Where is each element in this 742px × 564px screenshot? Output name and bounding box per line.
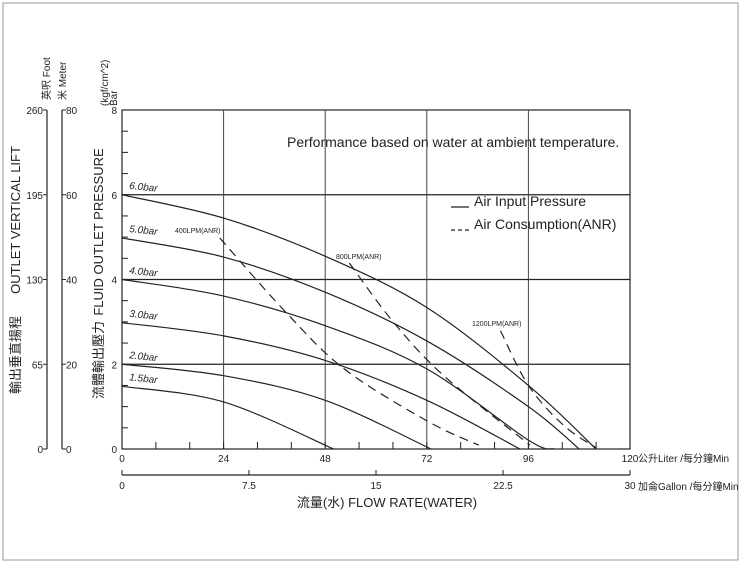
series-line-4-0bar	[121, 278, 554, 450]
series-line-400lpm-anr-	[219, 237, 480, 446]
x-tick-label: 72	[421, 454, 433, 465]
foot-tick-label: 195	[26, 191, 43, 202]
gallon-unit-label: 加侖Gallon /每分鐘Min	[638, 480, 739, 493]
gallon-tick-label: 30	[624, 481, 636, 492]
legend-label: Air Consumption(ANR)	[474, 216, 616, 232]
meter-tick-label: 80	[66, 106, 78, 117]
pressure-unit-label: (kgf/cm^2)	[100, 60, 111, 106]
foot-tick-label: 130	[26, 276, 43, 287]
meter-tick-label: 20	[66, 360, 78, 371]
series-label: 3.0bar	[129, 309, 159, 323]
x-tick-label: 120	[622, 454, 639, 465]
gallon-tick-label: 22.5	[493, 481, 513, 492]
meter-unit-label: 米 Meter	[56, 61, 69, 100]
y-tick-label: 4	[111, 276, 117, 287]
x-tick-label: 24	[218, 454, 230, 465]
foot-tick-label: 260	[26, 106, 43, 117]
series-line-3-0bar	[121, 322, 521, 450]
meter-tick-label: 0	[66, 445, 72, 456]
series-label: 400LPM(ANR)	[175, 228, 221, 235]
x-tick-label: 96	[523, 454, 535, 465]
y-tick-label: 6	[111, 191, 117, 202]
chart-annotation: Performance based on water at ambient te…	[287, 134, 619, 150]
series-line-1200lpm-anr-	[499, 330, 597, 449]
gallon-tick-label: 0	[119, 481, 125, 492]
series-label: 2.0bar	[128, 350, 159, 364]
foot-unit-label: 英呎 Foot	[40, 57, 53, 100]
y-tick-label: 2	[111, 360, 117, 371]
x-unit-label: 公升Liter /每分鐘Min	[638, 452, 729, 465]
series-label: 5.0bar	[129, 224, 159, 238]
legend-label: Air Input Pressure	[474, 193, 586, 209]
lift-axis-title-cn: 輸出垂直揚程	[8, 316, 23, 394]
foot-tick-label: 65	[32, 360, 44, 371]
foot-tick-label: 0	[37, 445, 43, 456]
pressure-axis-title-cn: 流體輸出壓力	[91, 321, 106, 399]
series-line-2-0bar	[121, 363, 432, 450]
x-tick-label: 0	[119, 454, 125, 465]
series-label: 1.5bar	[129, 372, 159, 386]
series-line-1-5bar	[121, 385, 334, 450]
y-tick-label: 8	[111, 106, 117, 117]
series-label: 6.0bar	[129, 181, 159, 195]
x-axis-title: 流量(水) FLOW RATE(WATER)	[297, 495, 477, 510]
meter-tick-label: 60	[66, 191, 78, 202]
pressure-axis-title: FLUID OUTLET PRESSURE	[91, 148, 106, 316]
meter-tick-label: 40	[66, 276, 78, 287]
series-label: 4.0bar	[129, 266, 159, 280]
gallon-tick-label: 15	[370, 481, 382, 492]
series-label: 800LPM(ANR)	[336, 254, 382, 261]
series-line-800lpm-anr-	[348, 262, 531, 446]
pressure-unit-label-bar: Bar	[109, 90, 120, 106]
lift-axis-title: OUTLET VERTICAL LIFT	[8, 146, 23, 294]
gallon-tick-label: 7.5	[242, 481, 256, 492]
y-tick-label: 0	[111, 445, 117, 456]
x-tick-label: 48	[320, 454, 332, 465]
series-label: 1200LPM(ANR)	[472, 321, 521, 328]
series-line-5-0bar	[121, 237, 580, 450]
